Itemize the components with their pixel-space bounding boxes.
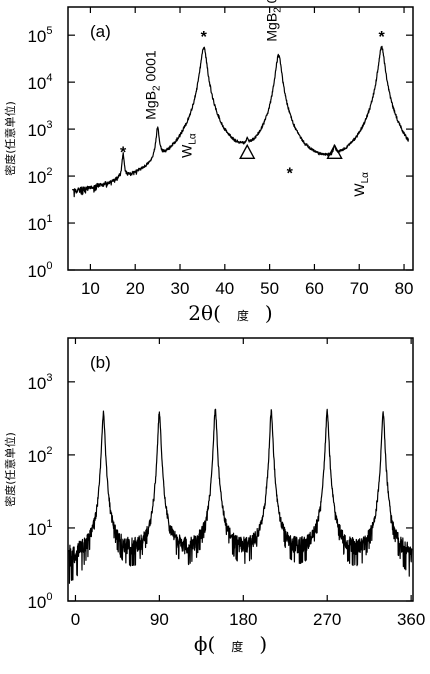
x-tick-label: 30 xyxy=(171,279,190,298)
x-tick-label: 0 xyxy=(71,610,80,629)
x-tick-label: 180 xyxy=(229,610,257,629)
y-tick-label: 102 xyxy=(27,445,52,466)
panel-label-a: (a) xyxy=(90,22,111,41)
y-tick-label: 100 xyxy=(27,260,52,281)
x-tick-label: 40 xyxy=(215,279,234,298)
y-tick-label: 102 xyxy=(27,166,52,187)
y-axis-label: 密度(任意单位) xyxy=(3,101,17,176)
y-axis-label: 密度(任意单位) xyxy=(3,432,17,507)
x-tick-label: 60 xyxy=(305,279,324,298)
triangle-marker xyxy=(326,143,343,160)
x-tick-label: 360 xyxy=(397,610,425,629)
star-marker: * xyxy=(287,165,294,182)
peak-annotation: MgB2 0002 xyxy=(264,0,284,42)
plot-frame-a xyxy=(67,6,414,271)
x-tick-label: 50 xyxy=(260,279,279,298)
y-tick-label: 101 xyxy=(27,213,52,234)
x-tick-label: 20 xyxy=(126,279,145,298)
x-tick-label: 270 xyxy=(313,610,341,629)
y-tick-label: 100 xyxy=(27,591,52,612)
trace-b xyxy=(68,408,413,584)
star-marker: * xyxy=(201,29,208,46)
panel-b: 0 90 180 270 360 100 101 102 103 (b) 密度(任意单位) ϕ(度) xyxy=(3,337,425,656)
x-tick-label: 80 xyxy=(395,279,414,298)
x-tick-label: 10 xyxy=(81,279,100,298)
trace-a xyxy=(71,45,409,198)
y-tick-label: 101 xyxy=(27,518,52,539)
plot-frame-b xyxy=(67,337,414,602)
triangle-marker xyxy=(239,143,256,160)
y-tick-label: 104 xyxy=(27,72,52,93)
y-tick-label: 103 xyxy=(27,372,52,393)
x-axis-label: ϕ(度) xyxy=(194,632,267,656)
panel-a: 10 20 30 40 50 60 70 80 100 101 102 103 104 105 (a) 密度(… xyxy=(3,0,414,325)
x-tick-label: 90 xyxy=(150,610,169,629)
y-tick-label: 103 xyxy=(27,119,52,140)
x-axis-label: 2θ(度) xyxy=(188,301,272,325)
star-marker: * xyxy=(120,145,127,162)
peak-annotation: MgB2 0001 xyxy=(143,50,163,120)
peak-annotation: WLα xyxy=(351,172,371,197)
star-marker: * xyxy=(379,29,386,46)
panel-label-b: (b) xyxy=(90,353,111,372)
peak-annotation: WLα xyxy=(178,133,198,158)
x-tick-label: 70 xyxy=(350,279,369,298)
y-tick-label: 105 xyxy=(27,25,52,46)
